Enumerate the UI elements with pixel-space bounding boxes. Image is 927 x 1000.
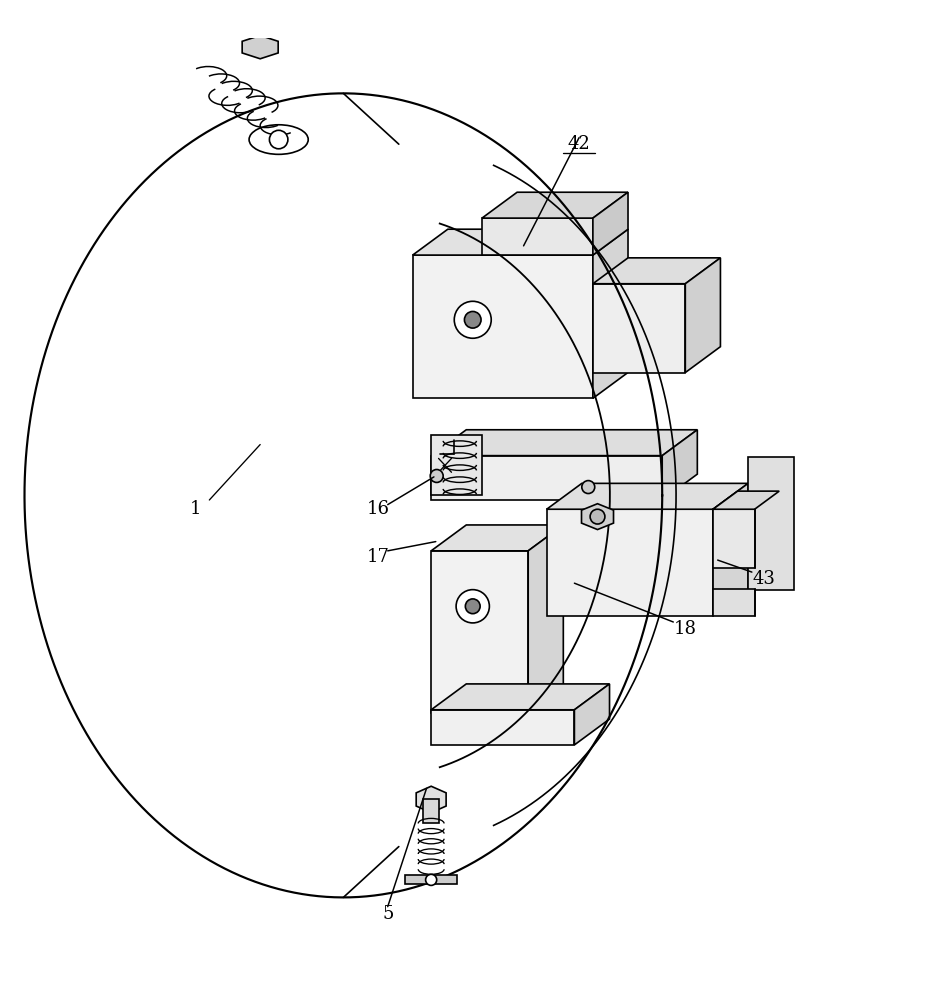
- Polygon shape: [685, 258, 720, 373]
- Polygon shape: [547, 509, 713, 616]
- Circle shape: [464, 311, 481, 328]
- Polygon shape: [748, 457, 794, 590]
- Polygon shape: [416, 786, 446, 813]
- Polygon shape: [662, 430, 697, 500]
- Polygon shape: [713, 509, 755, 568]
- Text: 5: 5: [382, 905, 393, 923]
- Polygon shape: [431, 430, 697, 456]
- Polygon shape: [713, 483, 748, 616]
- Text: 16: 16: [366, 500, 389, 518]
- Circle shape: [582, 481, 595, 494]
- Polygon shape: [423, 799, 439, 823]
- Circle shape: [456, 590, 489, 623]
- Polygon shape: [431, 525, 564, 551]
- Polygon shape: [581, 504, 614, 530]
- Polygon shape: [575, 684, 610, 745]
- Polygon shape: [593, 258, 720, 284]
- Circle shape: [590, 509, 605, 524]
- Text: 42: 42: [567, 135, 590, 153]
- Polygon shape: [713, 491, 780, 509]
- Polygon shape: [431, 710, 575, 745]
- Polygon shape: [593, 284, 685, 373]
- Text: 43: 43: [753, 570, 775, 588]
- Polygon shape: [713, 589, 755, 616]
- Polygon shape: [413, 255, 593, 398]
- Polygon shape: [431, 684, 610, 710]
- Polygon shape: [242, 35, 278, 59]
- Text: 1: 1: [190, 500, 201, 518]
- Polygon shape: [431, 435, 482, 495]
- Polygon shape: [431, 551, 528, 713]
- Circle shape: [430, 470, 443, 482]
- Polygon shape: [405, 875, 457, 884]
- Polygon shape: [528, 525, 564, 713]
- Polygon shape: [593, 229, 628, 398]
- Text: 18: 18: [674, 620, 697, 638]
- Circle shape: [454, 301, 491, 338]
- Polygon shape: [482, 192, 628, 218]
- Circle shape: [425, 874, 437, 885]
- Polygon shape: [482, 218, 593, 255]
- Polygon shape: [547, 483, 748, 509]
- Polygon shape: [431, 456, 662, 500]
- Text: 17: 17: [367, 548, 389, 566]
- Polygon shape: [593, 192, 628, 255]
- Circle shape: [270, 130, 288, 149]
- Polygon shape: [413, 229, 628, 255]
- Circle shape: [465, 599, 480, 614]
